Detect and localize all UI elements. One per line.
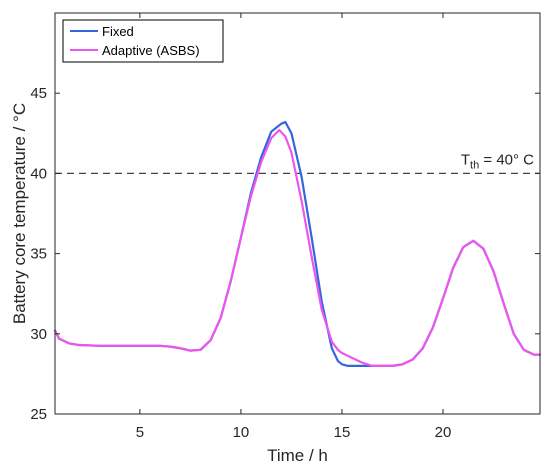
- plot-background: [55, 13, 540, 414]
- x-axis-label: Time / h: [267, 446, 328, 465]
- plot-area: [53, 12, 542, 415]
- y-tick-label: 45: [30, 85, 47, 102]
- threshold-label-rest: = 40° C: [479, 151, 534, 168]
- x-tick-label: 20: [435, 424, 452, 441]
- legend: Fixed Adaptive (ASBS): [62, 19, 224, 63]
- x-tick-label: 10: [233, 424, 250, 441]
- y-axis-label: Battery core temperature / °C: [10, 103, 29, 324]
- series-line-adaptive: [53, 128, 542, 367]
- legend-label-fixed: Fixed: [102, 24, 134, 39]
- y-tick-label: 25: [30, 406, 47, 423]
- threshold-label-sub: th: [470, 159, 479, 171]
- y-tick-label: 35: [30, 246, 47, 263]
- legend-label-adaptive: Adaptive (ASBS): [102, 43, 200, 58]
- y-tick-label: 30: [30, 326, 47, 343]
- threshold-label: Tth = 40° C: [461, 151, 534, 171]
- axes-frame: [54, 12, 541, 415]
- x-tick-label: 5: [136, 424, 144, 441]
- x-tick-label: 15: [334, 424, 351, 441]
- y-tick-label: 40: [30, 165, 47, 182]
- threshold-label-main: T: [461, 151, 470, 168]
- legend-box: [62, 19, 224, 63]
- axis-ticks: 5 10 15 20 25 30 35 40 45: [30, 13, 540, 441]
